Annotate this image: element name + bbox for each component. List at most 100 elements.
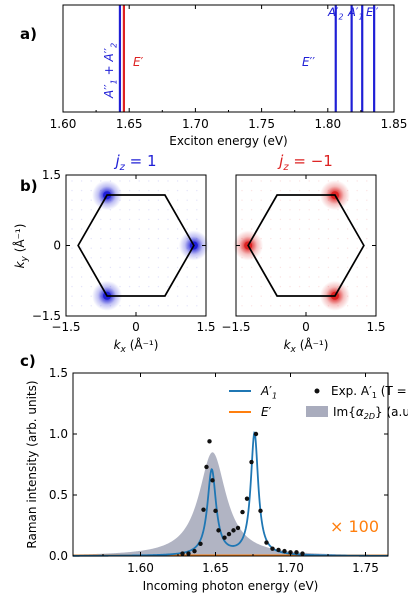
background-speckle bbox=[270, 247, 272, 249]
background-speckle bbox=[241, 180, 243, 182]
tick-label-by: −1.5 bbox=[32, 309, 61, 323]
background-speckle bbox=[119, 247, 121, 249]
background-speckle bbox=[148, 218, 150, 221]
background-speckle bbox=[80, 209, 83, 211]
background-speckle bbox=[167, 285, 169, 288]
background-speckle bbox=[318, 237, 320, 240]
background-speckle bbox=[318, 218, 320, 221]
background-speckle bbox=[356, 228, 358, 230]
background-speckle bbox=[90, 228, 92, 230]
background-speckle bbox=[167, 218, 169, 221]
background-speckle bbox=[71, 228, 73, 230]
background-speckle bbox=[241, 199, 243, 201]
legend: A′1 E′ Exp. A′1 (T = 4K) Im{α2D} (a.u) bbox=[229, 384, 408, 421]
axis-label-kx: kx (Å⁻¹) bbox=[114, 337, 159, 355]
background-speckle bbox=[289, 180, 291, 182]
background-speckle bbox=[157, 276, 160, 278]
background-speckle bbox=[298, 237, 301, 240]
background-speckle bbox=[279, 180, 282, 182]
data-point-6 bbox=[204, 464, 209, 470]
background-speckle bbox=[298, 218, 301, 221]
tick-label-a: 1.60 bbox=[50, 117, 77, 131]
tick-label-a: 1.65 bbox=[116, 117, 143, 131]
background-speckle bbox=[80, 266, 83, 269]
background-speckle bbox=[128, 218, 131, 221]
background-speckle bbox=[186, 285, 188, 288]
background-speckle bbox=[196, 199, 198, 201]
background-speckle bbox=[80, 257, 83, 259]
background-speckle bbox=[196, 218, 198, 221]
background-speckle bbox=[308, 189, 310, 192]
background-speckle bbox=[270, 209, 272, 211]
background-speckle bbox=[298, 257, 301, 259]
background-speckle bbox=[327, 276, 330, 278]
axis-label-c-x: Incoming photon energy (eV) bbox=[143, 579, 319, 593]
background-speckle bbox=[270, 228, 272, 230]
data-point-4 bbox=[198, 541, 203, 546]
background-speckle bbox=[157, 189, 160, 192]
background-speckle bbox=[250, 209, 253, 211]
background-speckle bbox=[80, 305, 83, 307]
background-speckle bbox=[327, 247, 330, 249]
background-speckle bbox=[270, 295, 272, 297]
tick-label-bx: −1.5 bbox=[51, 320, 80, 334]
legend-label-exp: Exp. A′1 (T = 4K) bbox=[331, 384, 408, 400]
background-speckle bbox=[109, 266, 112, 269]
label-e-double-prime-1: E′′ bbox=[302, 55, 315, 69]
background-speckle bbox=[148, 180, 150, 182]
background-speckle bbox=[346, 305, 349, 307]
background-speckle bbox=[337, 237, 339, 240]
background-speckle bbox=[289, 247, 291, 249]
background-speckle bbox=[167, 209, 169, 211]
background-speckle bbox=[318, 257, 320, 259]
background-speckle bbox=[356, 199, 358, 201]
background-speckle bbox=[186, 218, 188, 221]
background-speckle bbox=[148, 209, 150, 211]
background-speckle bbox=[176, 237, 179, 240]
background-speckle bbox=[270, 276, 272, 278]
background-speckle bbox=[346, 209, 349, 211]
background-speckle bbox=[157, 257, 160, 259]
background-speckle bbox=[138, 218, 140, 221]
background-speckle bbox=[90, 218, 92, 221]
background-speckle bbox=[71, 266, 73, 269]
tick-label-cx: 1.65 bbox=[202, 561, 229, 575]
legend-label-a1: A′1 bbox=[260, 384, 277, 401]
annotation-x100: × 100 bbox=[330, 517, 379, 536]
data-point-17 bbox=[249, 459, 254, 465]
background-speckle bbox=[241, 189, 243, 192]
data-point-2 bbox=[186, 551, 191, 556]
background-speckle bbox=[250, 295, 253, 297]
tick-label-cx: 1.75 bbox=[352, 561, 379, 575]
background-speckle bbox=[196, 189, 198, 192]
background-speckle bbox=[186, 209, 188, 211]
background-speckle bbox=[128, 189, 131, 192]
data-point-10 bbox=[216, 528, 221, 533]
background-speckle bbox=[100, 276, 102, 278]
background-speckle bbox=[289, 199, 291, 201]
background-speckle bbox=[318, 209, 320, 211]
background-speckle bbox=[148, 266, 150, 269]
background-speckle bbox=[148, 257, 150, 259]
background-speckle bbox=[318, 199, 320, 201]
background-speckle bbox=[167, 266, 169, 269]
background-speckle bbox=[241, 228, 243, 230]
data-point-19 bbox=[258, 508, 263, 514]
background-speckle bbox=[279, 218, 282, 221]
background-speckle bbox=[356, 218, 358, 221]
panel-label-a: a) bbox=[20, 25, 37, 43]
axis-label-c-y: Raman intensity (arb. units) bbox=[25, 380, 39, 548]
tick-label-cx: 1.60 bbox=[127, 561, 154, 575]
background-speckle bbox=[308, 180, 310, 182]
background-speckle bbox=[289, 305, 291, 307]
background-speckle bbox=[186, 266, 188, 269]
background-speckle bbox=[119, 237, 121, 240]
background-speckle bbox=[366, 305, 368, 307]
background-speckle bbox=[71, 199, 73, 201]
background-speckle bbox=[176, 257, 179, 259]
background-speckle bbox=[167, 237, 169, 240]
background-speckle bbox=[289, 257, 291, 259]
background-speckle bbox=[148, 276, 150, 278]
background-speckle bbox=[186, 189, 188, 192]
background-speckle bbox=[119, 257, 121, 259]
